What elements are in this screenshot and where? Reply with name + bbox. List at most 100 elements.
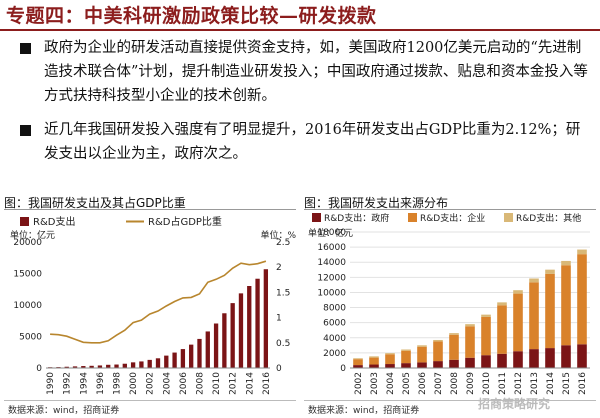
bar-0-2013 <box>529 349 539 368</box>
left-y-tick-label: 0 <box>36 364 42 374</box>
x-tick-label-2006: 2006 <box>418 372 428 395</box>
x-tick-label-2007: 2007 <box>434 372 444 395</box>
bullet-item-1: 政府为企业的研发活动直接提供资金支持，如，美国政府1200亿美元启动的“先进制造… <box>20 36 592 108</box>
bar-1-2004 <box>385 354 395 365</box>
left-figure-rule <box>4 209 296 210</box>
x-tick-label-2000: 2000 <box>129 372 139 395</box>
bar-0-2015 <box>561 345 571 368</box>
bar-0-2003 <box>369 364 379 368</box>
x-tick-label-2003: 2003 <box>370 372 380 395</box>
bar-1-2011 <box>497 305 507 354</box>
title-divider <box>0 29 600 31</box>
left-y-tick-label: 15000 <box>13 270 42 280</box>
bar-2-2014 <box>545 269 555 274</box>
x-tick-label-2002: 2002 <box>146 372 156 395</box>
bar-rd-spending-2016 <box>263 269 269 368</box>
x-tick-label-2016: 2016 <box>262 372 272 395</box>
right-y-tick-label: 0.5 <box>276 339 290 349</box>
bullet-item-2: 近几年我国研发投入强度有了明显提升，2016年研发支出占GDP比重为2.12%；… <box>20 118 592 166</box>
legend-label-1: R&D支出：企业 <box>420 212 485 224</box>
bar-2-2012 <box>513 290 523 294</box>
bar-2-2004 <box>385 353 395 355</box>
x-tick-label-2015: 2015 <box>562 372 572 395</box>
y-tick-label: 14000 <box>317 258 346 268</box>
bar-1-2003 <box>369 357 379 365</box>
bar-rd-spending-2009 <box>205 331 210 368</box>
bar-1-2006 <box>417 346 427 363</box>
bar-0-2012 <box>513 351 523 368</box>
x-tick-label-1998: 1998 <box>113 372 123 395</box>
left-source-rule <box>4 400 296 401</box>
bar-rd-spending-1992 <box>64 366 69 368</box>
watermark-text: 招商策略研究 <box>478 397 551 411</box>
bar-rd-spending-1993 <box>72 366 78 368</box>
bar-2-2015 <box>561 260 571 266</box>
bar-2-2006 <box>417 345 427 347</box>
bar-rd-spending-1996 <box>97 365 103 368</box>
bar-1-2010 <box>481 316 491 356</box>
bar-1-2002 <box>353 359 363 366</box>
bar-2-2002 <box>353 358 363 360</box>
bar-1-2014 <box>545 273 555 349</box>
y-tick-label: 2000 <box>323 349 346 359</box>
y-tick-label: 8000 <box>323 304 346 314</box>
bar-rd-spending-2013 <box>238 293 244 368</box>
left-figure-title: 图：我国研发支出及其占GDP比重 <box>4 196 186 210</box>
x-tick-label-1996: 1996 <box>96 372 106 395</box>
bar-rd-spending-2001 <box>139 361 144 368</box>
bar-rd-spending-2010 <box>213 323 219 368</box>
bar-rd-spending-1995 <box>89 365 94 368</box>
x-tick-label-2004: 2004 <box>386 372 396 395</box>
x-tick-label-2010: 2010 <box>212 372 222 395</box>
bar-rd-spending-2006 <box>180 349 186 368</box>
page-title: 专题四：中美科研激励政策比较—研发拨款 <box>6 5 377 27</box>
bar-0-2008 <box>449 359 459 368</box>
right-source-rule <box>304 400 596 401</box>
x-tick-label-2010: 2010 <box>482 372 492 395</box>
bullet-text-1: 政府为企业的研发活动直接提供资金支持，如，美国政府1200亿美元启动的“先进制造… <box>44 40 588 104</box>
bar-2-2003 <box>369 356 379 358</box>
right-y-tick-label: 2.5 <box>276 238 290 248</box>
bar-rd-spending-1999 <box>122 363 127 368</box>
x-tick-label-2013: 2013 <box>530 372 540 395</box>
bar-rd-spending-2015 <box>255 278 260 368</box>
bar-2-2007 <box>433 339 443 342</box>
bar-2-2009 <box>465 324 475 327</box>
x-tick-label-2012: 2012 <box>514 372 524 395</box>
line-rd-gdp-ratio <box>50 260 267 344</box>
y-tick-label: 6000 <box>323 319 346 329</box>
bar-rd-spending-2011 <box>222 313 227 368</box>
bar-2-2013 <box>529 278 539 283</box>
left-axis-unit: 单位：亿元 <box>10 229 55 241</box>
left-y-tick-label: 20000 <box>13 238 42 248</box>
bar-0-2009 <box>465 357 475 368</box>
bar-0-2010 <box>481 355 491 368</box>
bar-0-2006 <box>417 362 427 368</box>
right-y-tick-label: 1 <box>276 314 282 324</box>
x-tick-label-2012: 2012 <box>229 372 239 395</box>
x-tick-label-2004: 2004 <box>162 372 172 395</box>
bar-1-2008 <box>449 334 459 360</box>
right-y-tick-label: 2 <box>276 263 282 273</box>
bar-rd-spending-2005 <box>172 352 177 368</box>
bar-0-2016 <box>577 344 587 368</box>
x-tick-label-2014: 2014 <box>546 372 556 395</box>
right-axis-unit: 单位：% <box>260 229 296 241</box>
legend-swatch-2 <box>504 213 513 222</box>
bullet-text-2: 近几年我国研发投入强度有了明显提升，2016年研发支出占GDP比重为2.12%；… <box>44 122 581 162</box>
x-tick-label-2006: 2006 <box>179 372 189 395</box>
bar-0-2005 <box>401 363 411 368</box>
y-tick-label: 12000 <box>317 273 346 283</box>
y-tick-label: 4000 <box>323 334 346 344</box>
x-tick-label-1992: 1992 <box>63 372 73 395</box>
bar-1-2016 <box>577 254 587 345</box>
bar-rd-spending-2014 <box>247 285 252 368</box>
bar-rd-spending-1998 <box>114 364 119 368</box>
legend-label-rd-gdp-ratio: R&D占GDP比重 <box>148 215 222 228</box>
y-tick-label: 16000 <box>317 243 346 253</box>
bar-1-2007 <box>433 341 443 362</box>
bar-2-2010 <box>481 314 491 317</box>
bar-2-2011 <box>497 302 507 306</box>
